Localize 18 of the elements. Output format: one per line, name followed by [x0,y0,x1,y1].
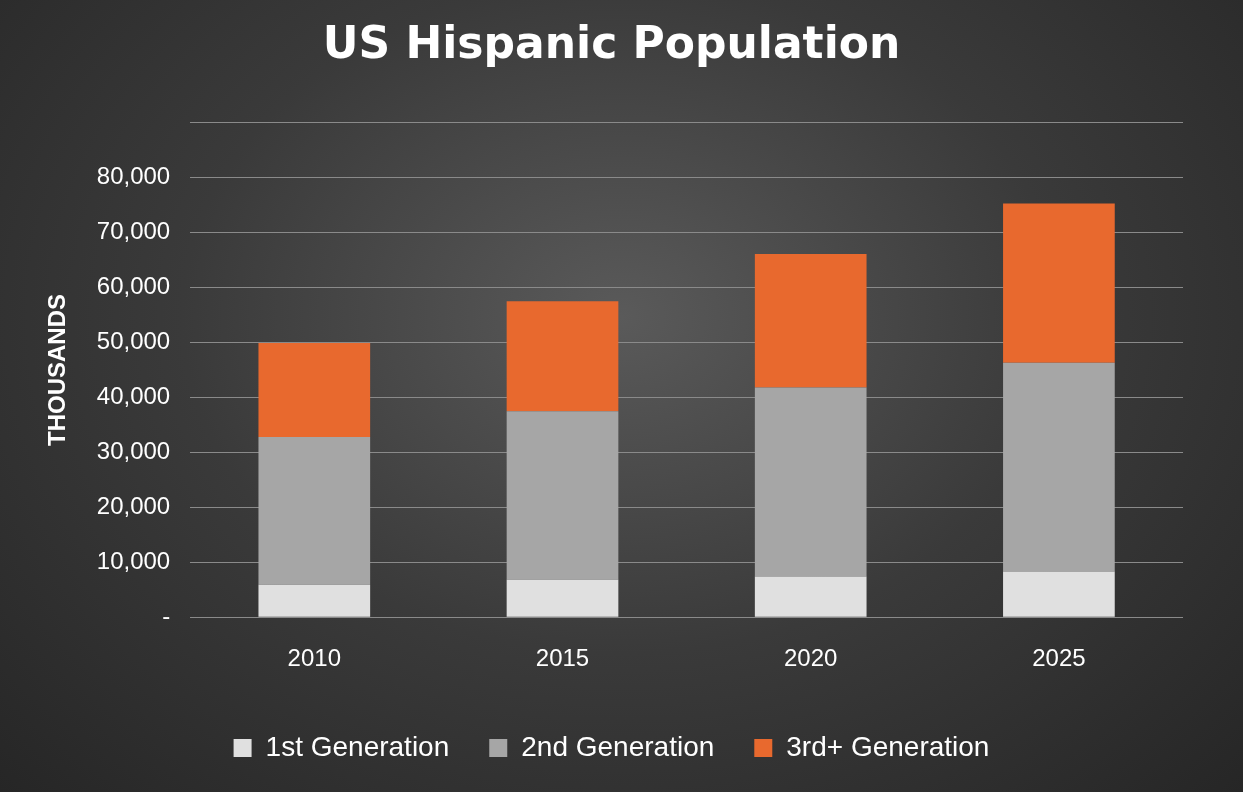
y-tick-label: - [162,601,171,629]
y-tick-label: 20,000 [96,491,171,519]
y-tick-label: 60,000 [96,272,171,300]
x-tick-label: 2015 [535,644,590,672]
legend-label: 3rd+ Generation [786,730,990,762]
y-tick-label: 40,000 [96,382,171,410]
y-tick-label: 10,000 [96,546,171,574]
x-tick-label: 2020 [784,644,838,672]
chart-title: US Hispanic Population [322,16,901,68]
legend-label: 1st Generation [265,730,450,762]
y-tick-label: 30,000 [96,437,171,465]
x-tick-label: 2025 [1032,644,1086,672]
y-tick-label: 50,000 [96,327,171,355]
y-tick-label: 80,000 [96,162,171,190]
y-axis-title: THOUSANDS [43,293,71,447]
legend-label: 2nd Generation [521,730,715,762]
x-tick-label: 2010 [287,644,341,672]
y-tick-label: 70,000 [96,217,171,245]
